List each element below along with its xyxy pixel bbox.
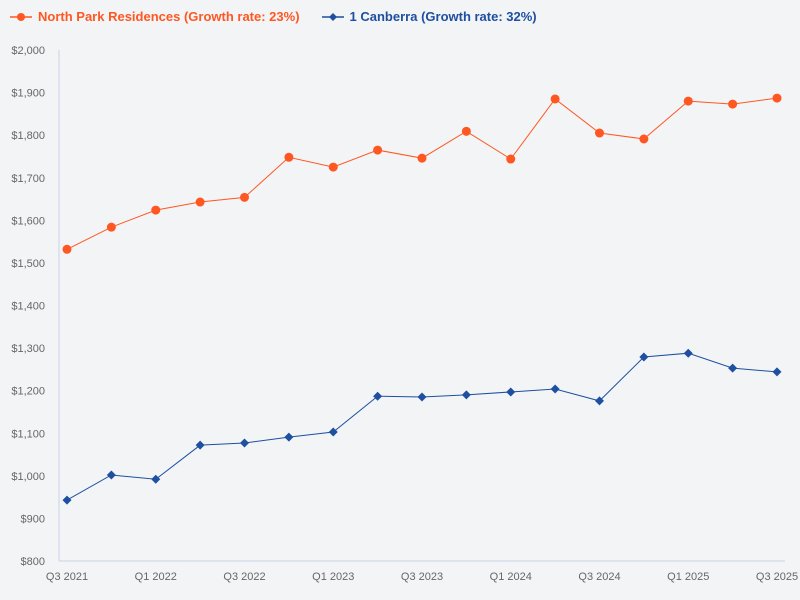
data-point [639, 352, 649, 362]
data-point [62, 495, 72, 505]
y-tick-label: $1,800 [11, 130, 45, 142]
data-point [728, 99, 738, 109]
data-point [550, 94, 560, 104]
x-tick-label: Q1 2024 [490, 571, 532, 583]
y-tick-label: $900 [21, 513, 45, 525]
data-point [195, 197, 205, 207]
legend-item-north-park[interactable]: North Park Residences (Growth rate: 23%) [10, 9, 300, 24]
data-point [328, 427, 338, 437]
legend-label: North Park Residences (Growth rate: 23%) [38, 9, 300, 24]
y-tick-label: $2,000 [11, 45, 45, 57]
circle-marker-icon [10, 12, 32, 21]
data-point [62, 244, 72, 254]
data-point [240, 192, 249, 202]
data-point [461, 126, 471, 136]
legend: North Park Residences (Growth rate: 23%)… [10, 9, 537, 24]
data-point [506, 387, 516, 397]
y-tick-label: $1,300 [11, 343, 45, 355]
data-point [373, 391, 383, 401]
data-point [151, 205, 161, 215]
data-point [240, 438, 249, 448]
data-point [284, 432, 294, 442]
x-tick-label: Q3 2025 [756, 571, 798, 583]
data-point [683, 348, 693, 358]
y-tick-label: $1,400 [11, 301, 45, 313]
data-point [461, 390, 471, 400]
data-point [595, 128, 604, 138]
data-point [417, 153, 427, 163]
data-point [106, 222, 116, 232]
y-tick-label: $1,600 [11, 215, 45, 227]
data-point [506, 154, 516, 164]
y-tick-label: $1,000 [11, 471, 45, 483]
data-point [373, 145, 383, 155]
y-tick-label: $1,900 [11, 88, 45, 100]
data-point [151, 474, 161, 484]
data-point [106, 470, 116, 480]
series-line-0 [66, 97, 778, 250]
x-tick-label: Q1 2022 [135, 571, 177, 583]
y-tick-label: $1,500 [11, 258, 45, 270]
series-line-1 [66, 352, 778, 501]
data-point [195, 440, 205, 450]
legend-item-1-canberra[interactable]: 1 Canberra (Growth rate: 32%) [321, 9, 537, 24]
data-point [683, 96, 693, 106]
y-tick-label: $1,100 [11, 428, 45, 440]
data-point [639, 134, 649, 144]
diamond-marker-icon [321, 12, 344, 21]
y-tick-label: $1,700 [11, 173, 45, 185]
data-point [328, 162, 338, 172]
data-point [550, 384, 560, 394]
data-point [417, 392, 427, 402]
legend-label: 1 Canberra (Growth rate: 32%) [349, 9, 537, 24]
x-tick-label: Q3 2024 [578, 571, 620, 583]
data-point [595, 396, 604, 406]
data-point [728, 363, 738, 373]
y-tick-label: $1,200 [11, 386, 45, 398]
data-point [772, 93, 782, 103]
x-tick-label: Q1 2025 [667, 571, 709, 583]
data-point [772, 367, 782, 377]
x-tick-label: Q3 2022 [223, 571, 265, 583]
x-tick-label: Q1 2023 [312, 571, 354, 583]
x-tick-label: Q3 2021 [46, 571, 88, 583]
x-tick-label: Q3 2023 [401, 571, 443, 583]
y-tick-label: $800 [21, 556, 45, 568]
data-point [284, 152, 294, 162]
